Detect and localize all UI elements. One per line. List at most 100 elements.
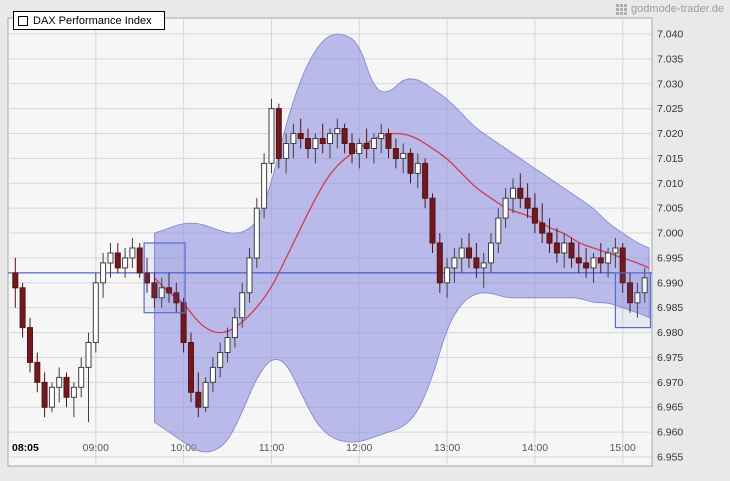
candle-body xyxy=(114,252,121,269)
candle-body xyxy=(334,128,341,135)
y-axis-label: 6.960 xyxy=(657,427,683,439)
candle-body xyxy=(180,302,187,344)
bollinger-band-area xyxy=(154,33,650,453)
candle-body xyxy=(407,152,414,174)
legend-label: DAX Performance Index xyxy=(33,14,152,27)
candle-body xyxy=(480,262,487,269)
candle-body xyxy=(195,391,202,408)
x-axis-label: 14:00 xyxy=(522,442,548,454)
candle-body xyxy=(275,108,282,159)
candle-body xyxy=(19,287,26,329)
candle-body xyxy=(356,143,363,154)
candle-body xyxy=(27,327,33,363)
candle-body xyxy=(429,197,436,244)
x-axis-label: 11:00 xyxy=(259,442,285,454)
candle-body xyxy=(224,337,231,354)
candle-body xyxy=(502,197,509,219)
candle-body xyxy=(488,242,494,264)
candle-body xyxy=(166,287,172,294)
candle-body xyxy=(283,143,290,159)
candle-body xyxy=(597,257,604,264)
candle-body xyxy=(539,222,546,234)
candle-body xyxy=(627,282,633,304)
candle-body xyxy=(553,242,560,254)
candle-body xyxy=(107,252,114,264)
candle-body xyxy=(590,257,597,269)
candle-body xyxy=(12,272,19,289)
candlestick-series xyxy=(12,98,648,423)
candle-body xyxy=(641,277,648,294)
candle-body xyxy=(612,247,619,254)
candle-body xyxy=(422,162,429,199)
y-axis-label: 6.985 xyxy=(657,302,683,314)
candle-body xyxy=(378,133,385,139)
y-axis-label: 7.000 xyxy=(657,228,683,240)
candle-body xyxy=(546,232,553,244)
candle-body xyxy=(34,361,41,383)
candle-body xyxy=(129,247,136,259)
candle-body xyxy=(239,292,246,319)
candle-body xyxy=(605,252,612,264)
candle-body xyxy=(246,257,253,294)
candle-body xyxy=(575,257,582,264)
candle-body xyxy=(173,292,180,304)
candle-body xyxy=(363,143,370,149)
candle-body xyxy=(400,152,407,159)
candle-body xyxy=(217,352,224,368)
candle-body xyxy=(202,381,209,408)
candle-body xyxy=(158,287,165,299)
candle-body xyxy=(531,207,538,224)
godmode-grid-icon xyxy=(616,3,628,15)
candle-body xyxy=(209,366,216,383)
candle-body xyxy=(473,257,480,269)
candle-body xyxy=(48,386,55,408)
x-axis-label: 09:00 xyxy=(83,442,109,454)
candle-body xyxy=(56,376,63,388)
candle-body xyxy=(268,108,275,164)
candle-body xyxy=(349,143,355,154)
candle-body xyxy=(290,133,297,144)
y-axis-label: 7.020 xyxy=(657,128,683,140)
candle-body xyxy=(524,197,531,209)
candle-body xyxy=(444,267,451,284)
candle-body xyxy=(122,257,129,269)
candle-body xyxy=(305,138,311,149)
candle-body xyxy=(414,162,421,174)
candle-body xyxy=(136,247,143,274)
candle-body xyxy=(297,133,304,139)
legend-box: DAX Performance Index xyxy=(13,11,165,30)
candle-body xyxy=(70,386,77,398)
y-axis-label: 7.035 xyxy=(657,53,683,65)
candle-body xyxy=(327,133,333,144)
candle-body xyxy=(41,381,48,408)
candle-body xyxy=(458,247,465,259)
candle-body xyxy=(517,187,524,199)
candle-body xyxy=(634,292,641,304)
candle-body xyxy=(385,133,392,149)
candle-body xyxy=(568,242,575,259)
candle-body xyxy=(261,162,268,209)
candle-body xyxy=(495,217,502,244)
candle-body xyxy=(466,247,472,259)
watermark: godmode-trader.de xyxy=(616,3,724,15)
y-axis-label: 7.030 xyxy=(657,78,683,90)
candle-body xyxy=(78,366,85,388)
candle-body xyxy=(92,282,99,343)
candle-body xyxy=(436,242,443,284)
candle-body xyxy=(319,138,326,144)
candle-body xyxy=(312,138,319,149)
y-axis-label: 6.970 xyxy=(657,377,683,389)
x-axis-label: 15:00 xyxy=(610,442,636,454)
y-axis-label: 7.040 xyxy=(657,29,683,41)
y-axis-label: 7.005 xyxy=(657,203,683,215)
candle-body xyxy=(63,376,70,398)
candle-body xyxy=(619,247,626,284)
x-axis-label: 12:00 xyxy=(346,442,372,454)
x-axis-label: 13:00 xyxy=(434,442,460,454)
x-axis-label: 08:05 xyxy=(12,442,39,454)
y-axis-label: 7.015 xyxy=(657,153,683,165)
candle-body xyxy=(253,207,260,259)
y-axis-label: 6.955 xyxy=(657,452,683,464)
